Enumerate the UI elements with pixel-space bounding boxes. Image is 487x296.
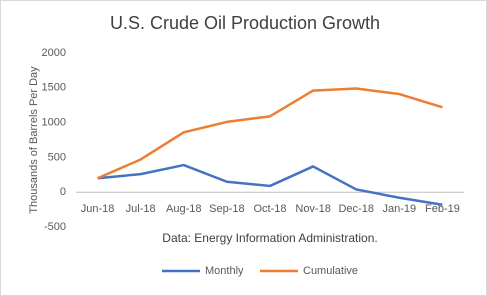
x-tick-label: Jul-18 (126, 203, 156, 215)
y-tick-label: 0 (60, 186, 66, 198)
x-tick-label: Jan-19 (383, 203, 417, 215)
x-tick-label: Feb-19 (425, 203, 460, 215)
chart-title: U.S. Crude Oil Production Growth (110, 13, 380, 33)
x-tick-label: Jun-18 (81, 203, 115, 215)
x-tick-label: Aug-18 (166, 203, 201, 215)
y-tick-label: 500 (48, 151, 66, 163)
x-tick-label: Nov-18 (295, 203, 330, 215)
annotation: Data: Energy Information Administration. (162, 231, 377, 245)
y-tick-label: 1000 (42, 117, 66, 129)
x-tick-label: Dec-18 (338, 203, 373, 215)
legend-label: Cumulative (303, 265, 358, 277)
y-tick-label: -500 (44, 221, 66, 233)
legend-label: Monthly (205, 265, 244, 277)
series-line (97, 87, 443, 180)
y-tick-label: 1500 (42, 82, 66, 94)
y-axis-title: Thousands of Barrels Per Day (28, 66, 40, 214)
x-tick-label: Sep-18 (209, 203, 244, 215)
y-tick-label: 2000 (42, 47, 66, 59)
x-tick-label: Oct-18 (253, 203, 286, 215)
series-line (97, 163, 443, 206)
